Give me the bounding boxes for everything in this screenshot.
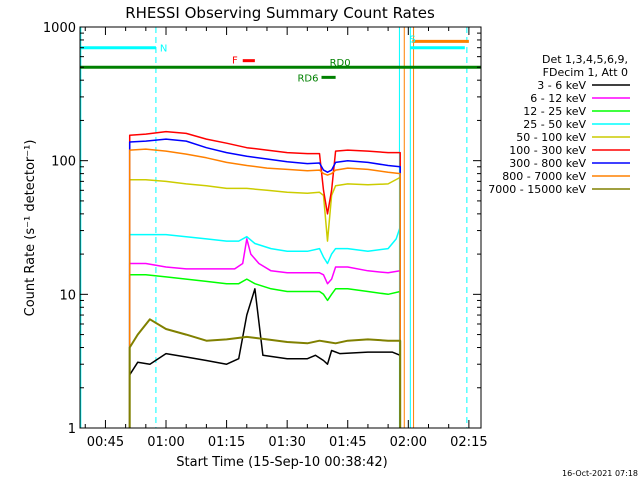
series-line-7 — [128, 148, 401, 428]
series-line-2 — [128, 274, 401, 428]
legend-entry-label: 50 - 100 keV — [516, 131, 586, 144]
series-line-6 — [128, 138, 401, 428]
legend-header: FDecim 1, Att 0 — [543, 66, 628, 79]
x-tick-label: 01:45 — [329, 435, 366, 450]
series-line-5 — [128, 130, 401, 428]
x-tick-label: 02:15 — [450, 435, 487, 450]
x-tick-label: 01:15 — [208, 435, 245, 450]
x-tick-label: 02:00 — [390, 435, 427, 450]
legend-entry-label: 3 - 6 keV — [537, 79, 586, 92]
series-line-4 — [128, 176, 401, 428]
y-axis-label: Count Rate (s⁻¹ detector⁻¹) — [23, 140, 38, 317]
legend-entry-label: 100 - 300 keV — [509, 144, 586, 157]
x-tick-label: 00:45 — [87, 435, 124, 450]
x-axis-label: Start Time (15-Sep-10 00:38:42) — [176, 455, 387, 470]
timestamp-footer: 16-Oct-2021 07:18 — [562, 469, 638, 478]
legend-entry-label: 300 - 800 keV — [509, 157, 586, 170]
plot-frame — [79, 26, 482, 429]
series-line-8 — [128, 318, 402, 428]
y-tick-label: 100 — [51, 155, 76, 170]
rd6-label: RD6 — [297, 73, 318, 84]
night-label: N — [160, 44, 167, 55]
legend-entry-label: 7000 - 15000 keV — [488, 183, 586, 196]
y-tick-label: 1 — [68, 422, 76, 437]
series-line-1 — [128, 238, 401, 428]
flare-label: F — [232, 56, 238, 67]
x-tick-label: 01:30 — [268, 435, 305, 450]
legend-entry-label: 800 - 7000 keV — [502, 170, 586, 183]
legend-entry-label: 12 - 25 keV — [523, 105, 586, 118]
saa-label: S — [409, 35, 415, 46]
chart-title: RHESSI Observing Summary Count Rates — [125, 4, 435, 22]
series-line-3 — [128, 226, 401, 428]
x-tick-label: 01:00 — [147, 435, 184, 450]
y-tick-label: 10 — [59, 288, 76, 303]
series-line-0 — [128, 288, 401, 428]
y-tick-label: 1000 — [43, 21, 76, 36]
legend-header: Det 1,3,4,5,6,9, — [542, 53, 628, 66]
rd0-label: RD0 — [330, 58, 351, 69]
legend-entry-label: 6 - 12 keV — [530, 92, 586, 105]
legend-entry-label: 25 - 50 keV — [523, 118, 586, 131]
